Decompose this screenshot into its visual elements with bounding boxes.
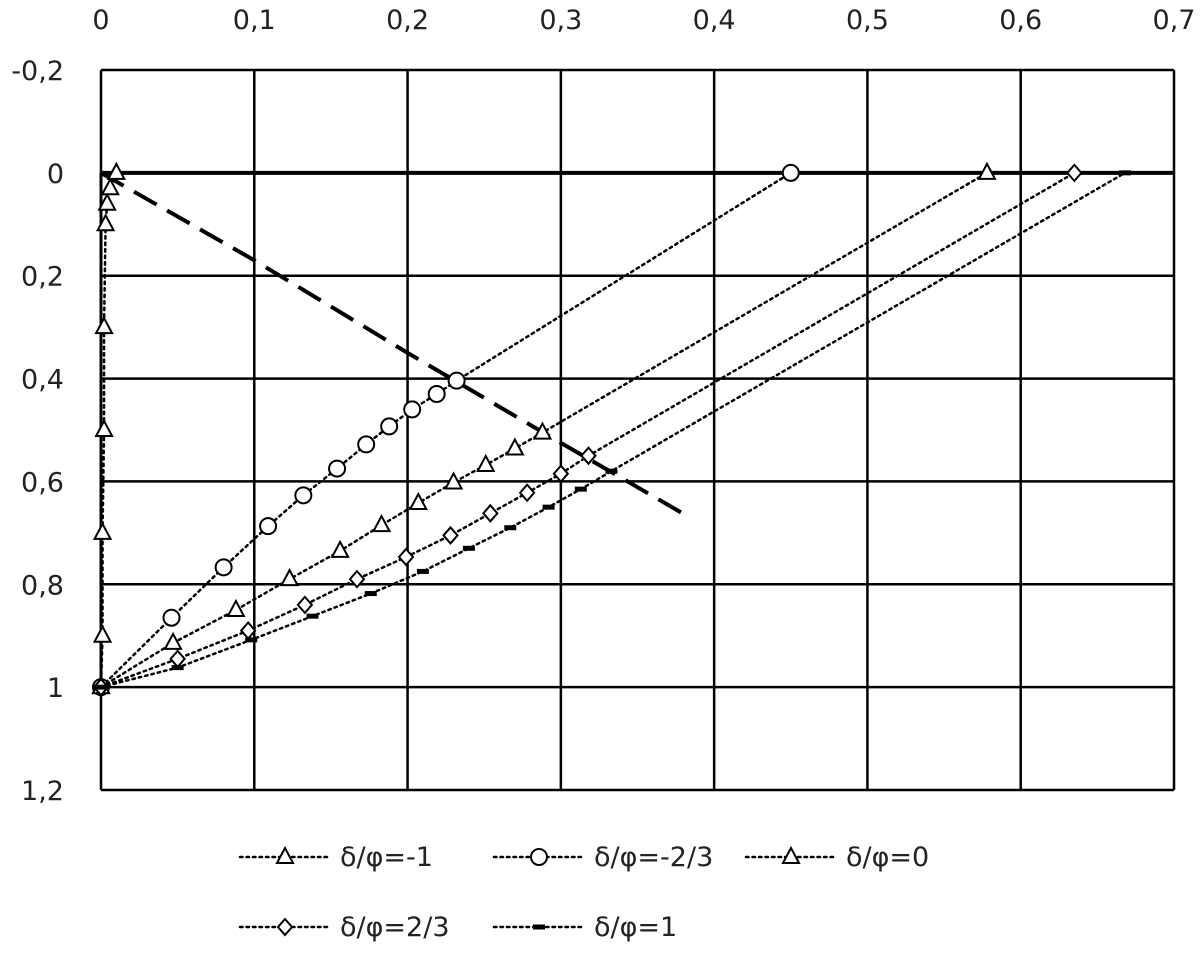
series-1 bbox=[92, 163, 800, 697]
x-tick-label: 0 bbox=[92, 5, 109, 36]
legend: δ/φ=-1 δ/φ=-2/3 δ/φ=0 δ/φ=2/3 δ/φ=1 bbox=[238, 842, 929, 943]
x-tick-label: 0,4 bbox=[693, 5, 736, 36]
data-point bbox=[1066, 163, 1083, 183]
data-point bbox=[306, 613, 319, 619]
data-point bbox=[100, 177, 120, 196]
x-tick-label: 0,2 bbox=[386, 5, 429, 36]
data-point bbox=[462, 545, 475, 551]
legend-item-delta-phi-1: δ/φ=1 bbox=[492, 912, 677, 943]
legend-label: δ/φ=-1 bbox=[340, 842, 433, 873]
data-point bbox=[259, 517, 278, 536]
legend-marker bbox=[781, 845, 801, 864]
data-point bbox=[357, 435, 376, 454]
data-point bbox=[574, 486, 587, 492]
data-point bbox=[94, 418, 114, 437]
legend-label: δ/φ=1 bbox=[594, 912, 677, 943]
data-point bbox=[442, 525, 459, 545]
series-4 bbox=[95, 170, 1131, 690]
x-tick-label: 0,1 bbox=[233, 5, 276, 36]
series-line bbox=[99, 171, 1076, 689]
legend-marker bbox=[533, 924, 545, 930]
data-point bbox=[214, 558, 233, 577]
x-tick-label: 0,3 bbox=[539, 5, 582, 36]
y-tick-labels: -0,2 0 0,2 0,4 0,6 0,8 1 1,2 bbox=[11, 56, 64, 807]
data-point bbox=[294, 486, 313, 505]
data-point bbox=[92, 521, 113, 540]
plot-area bbox=[91, 161, 1174, 697]
y-tick-label: 0,2 bbox=[21, 262, 64, 293]
legend-item-delta-phi-0: δ/φ=0 bbox=[744, 842, 929, 873]
data-point bbox=[580, 446, 597, 466]
data-point bbox=[403, 400, 422, 419]
grid bbox=[99, 68, 1176, 792]
y-tick-label: 0,4 bbox=[21, 365, 64, 396]
data-point bbox=[97, 192, 117, 211]
data-point bbox=[95, 213, 116, 232]
x-tick-label: 0,6 bbox=[999, 5, 1042, 36]
data-point bbox=[279, 568, 300, 587]
data-point bbox=[106, 161, 126, 180]
data-point bbox=[408, 491, 428, 511]
data-point bbox=[781, 163, 800, 182]
legend-label: δ/φ=0 bbox=[846, 842, 929, 873]
data-point bbox=[1118, 170, 1131, 176]
y-tick-label: 1,2 bbox=[21, 776, 64, 807]
data-point bbox=[94, 316, 114, 335]
series-line bbox=[99, 171, 1127, 689]
data-point bbox=[163, 631, 183, 650]
y-tick-label: 1 bbox=[47, 673, 64, 704]
data-point bbox=[348, 569, 366, 589]
data-point bbox=[371, 514, 392, 533]
y-tick-label: 0 bbox=[47, 159, 64, 190]
data-point bbox=[95, 684, 107, 690]
data-point bbox=[328, 459, 347, 478]
legend-marker bbox=[275, 845, 295, 864]
data-point bbox=[416, 568, 429, 574]
legend-label: δ/φ=2/3 bbox=[340, 912, 450, 943]
data-point bbox=[92, 624, 113, 643]
data-point bbox=[427, 385, 446, 403]
data-point bbox=[518, 483, 536, 503]
legend-label: δ/φ=-2/3 bbox=[594, 842, 713, 873]
legend-marker bbox=[530, 848, 548, 866]
data-point bbox=[447, 371, 466, 390]
legend-item-delta-phi-minus-1: δ/φ=-1 bbox=[238, 842, 433, 873]
data-point bbox=[443, 471, 464, 490]
series-line bbox=[99, 171, 989, 689]
data-point bbox=[552, 464, 570, 484]
x-tick-labels: 0 0,1 0,2 0,3 0,4 0,5 0,6 0,7 bbox=[92, 5, 1195, 36]
dashed-line bbox=[100, 171, 685, 516]
data-point bbox=[171, 665, 184, 671]
data-point bbox=[162, 608, 181, 627]
data-point bbox=[532, 421, 553, 440]
data-point bbox=[504, 525, 517, 531]
legend-item-delta-phi-minus-2-3: δ/φ=-2/3 bbox=[492, 842, 713, 873]
data-point bbox=[542, 504, 555, 510]
data-point bbox=[380, 417, 399, 436]
y-tick-label: 0,8 bbox=[21, 570, 64, 601]
series-2 bbox=[91, 161, 997, 695]
legend-item-delta-phi-2-3: δ/φ=2/3 bbox=[238, 912, 450, 943]
y-tick-label: -0,2 bbox=[11, 56, 64, 87]
data-point bbox=[330, 539, 350, 558]
data-point bbox=[296, 595, 314, 615]
data-point bbox=[226, 598, 246, 617]
data-point bbox=[476, 453, 496, 472]
data-point bbox=[364, 591, 377, 597]
series-0 bbox=[91, 161, 126, 695]
data-point bbox=[977, 161, 997, 180]
x-tick-label: 0,5 bbox=[846, 5, 889, 36]
data-point bbox=[245, 637, 258, 643]
data-point bbox=[505, 437, 525, 456]
series-3 bbox=[92, 163, 1083, 697]
data-point bbox=[605, 468, 618, 474]
x-tick-label: 0,7 bbox=[1153, 5, 1196, 36]
legend-marker bbox=[276, 917, 294, 937]
data-point bbox=[397, 547, 415, 567]
y-tick-label: 0,6 bbox=[21, 467, 64, 498]
series-line bbox=[99, 171, 793, 689]
data-point bbox=[482, 503, 499, 523]
